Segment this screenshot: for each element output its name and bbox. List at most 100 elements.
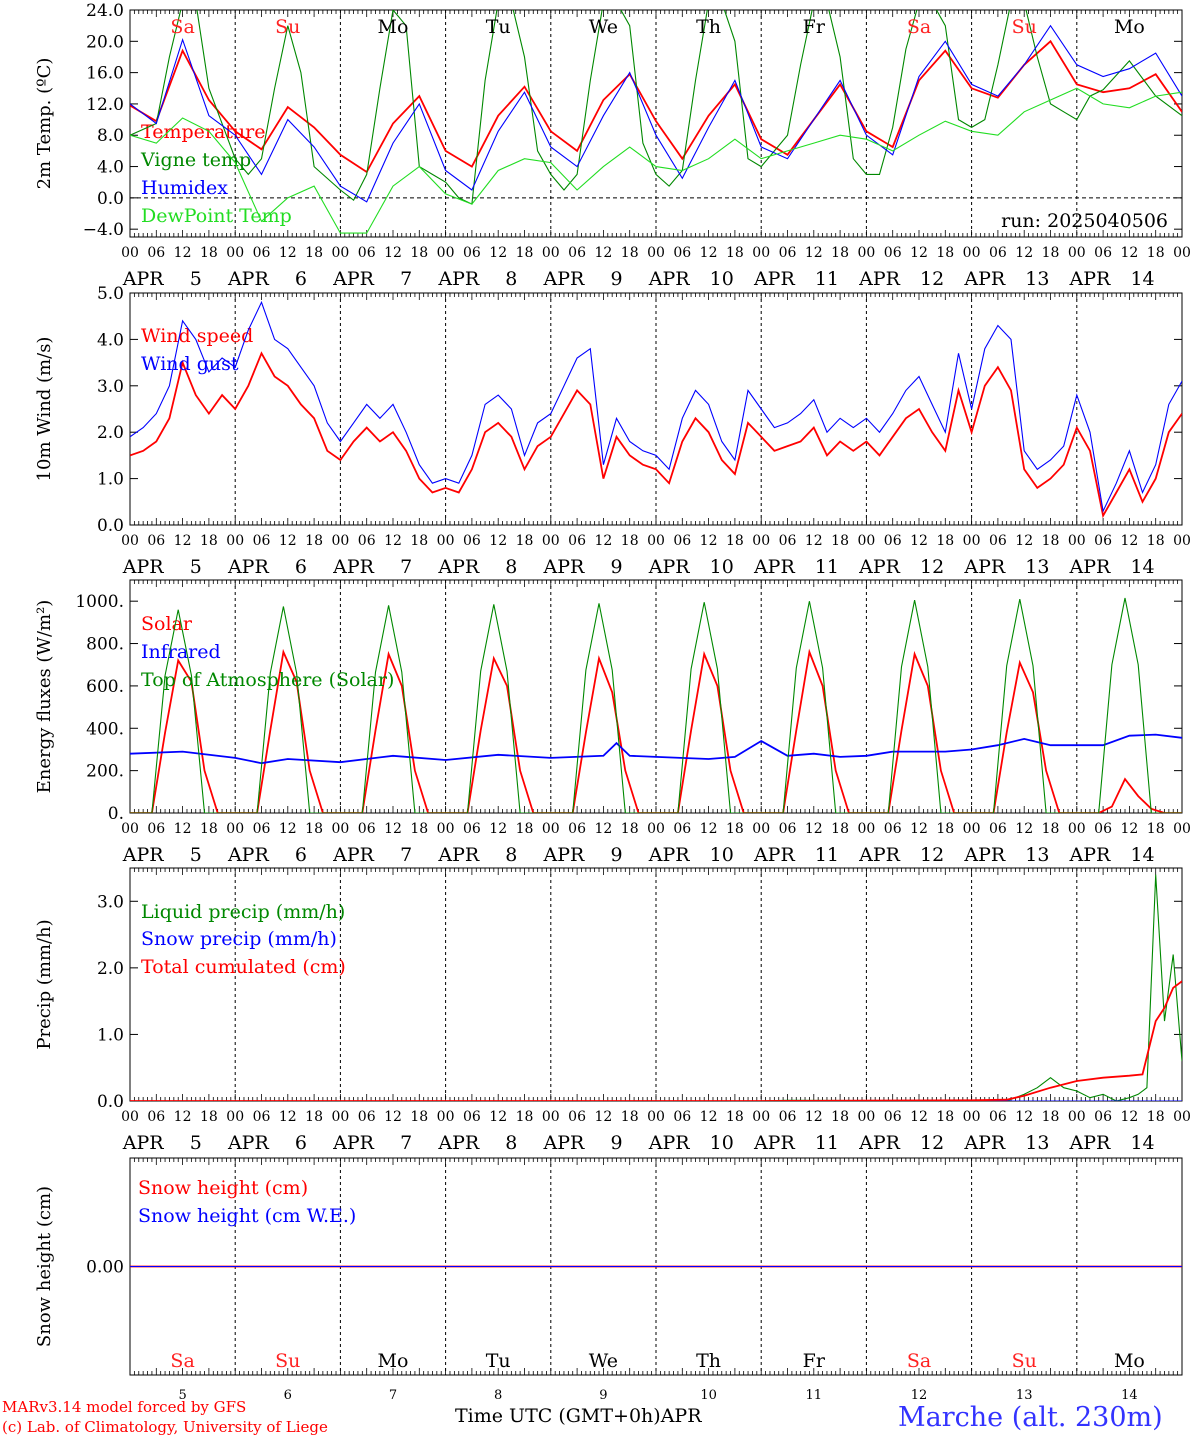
date-label: 13 bbox=[1025, 1132, 1049, 1154]
hour-label: 12 bbox=[174, 1109, 192, 1125]
hour-label: 06 bbox=[568, 821, 586, 837]
hour-label: 18 bbox=[726, 1109, 744, 1125]
month-label: APR bbox=[1069, 1132, 1112, 1154]
day-name-bottom: Mo bbox=[378, 1350, 409, 1372]
month-label: APR bbox=[437, 556, 480, 578]
day-name-bottom: Sa bbox=[907, 1350, 931, 1372]
hour-label: 18 bbox=[831, 245, 849, 261]
hour-label: 12 bbox=[1015, 245, 1033, 261]
month-label: APR bbox=[858, 268, 901, 290]
month-label: APR bbox=[332, 556, 375, 578]
legend-entry-1: Temperature bbox=[141, 121, 265, 143]
hour-label: 18 bbox=[621, 533, 639, 549]
date-number: 7 bbox=[389, 1388, 397, 1403]
date-number: 6 bbox=[284, 1388, 292, 1403]
y-tick-label: 800. bbox=[86, 635, 124, 655]
day-name-bottom: Sa bbox=[170, 1350, 194, 1372]
hour-label: 18 bbox=[621, 1109, 639, 1125]
hour-label: 18 bbox=[200, 1109, 218, 1125]
month-label: APR bbox=[227, 556, 270, 578]
month-label: APR bbox=[753, 844, 796, 866]
date-number: 10 bbox=[700, 1388, 717, 1403]
hour-label: 18 bbox=[831, 821, 849, 837]
date-label: 11 bbox=[815, 844, 839, 866]
date-number: 9 bbox=[599, 1388, 607, 1403]
hour-label: 12 bbox=[489, 245, 507, 261]
month-label: APR bbox=[963, 1132, 1006, 1154]
date-label: 5 bbox=[190, 268, 202, 290]
month-label: APR bbox=[1069, 844, 1112, 866]
date-label: 12 bbox=[920, 556, 944, 578]
month-label: APR bbox=[648, 844, 691, 866]
day-name-bottom: Mo bbox=[1114, 1350, 1145, 1372]
hour-label: 12 bbox=[594, 1109, 612, 1125]
hour-label: 18 bbox=[621, 821, 639, 837]
date-label: 6 bbox=[295, 844, 307, 866]
hour-label-end: 00 bbox=[1173, 533, 1191, 549]
hour-label: 06 bbox=[568, 1109, 586, 1125]
run-annotation: run: 2025040506 bbox=[1001, 210, 1168, 232]
y-tick-label: 0.0 bbox=[97, 1092, 124, 1112]
hour-label: 18 bbox=[936, 1109, 954, 1125]
date-label: 6 bbox=[295, 1132, 307, 1154]
hour-label: 06 bbox=[147, 245, 165, 261]
day-name-top: Sa bbox=[170, 16, 194, 38]
date-label: 9 bbox=[611, 556, 623, 578]
date-number: 12 bbox=[911, 1388, 928, 1403]
y-tick-label: 16.0 bbox=[86, 64, 124, 84]
hour-label: 18 bbox=[831, 533, 849, 549]
hour-label: 12 bbox=[700, 245, 718, 261]
hour-label: 00 bbox=[963, 245, 981, 261]
y-tick-label: 4.0 bbox=[97, 158, 124, 178]
date-label: 7 bbox=[400, 1132, 412, 1154]
date-label: 10 bbox=[710, 268, 734, 290]
hour-label: 06 bbox=[884, 821, 902, 837]
hour-label: 12 bbox=[910, 245, 928, 261]
day-name-bottom: Su bbox=[275, 1350, 300, 1372]
hour-label: 00 bbox=[437, 1109, 455, 1125]
hour-label: 18 bbox=[410, 1109, 428, 1125]
month-label: APR bbox=[122, 268, 165, 290]
hour-label: 18 bbox=[200, 245, 218, 261]
hour-label: 00 bbox=[752, 245, 770, 261]
day-name-bottom: Fr bbox=[803, 1350, 826, 1372]
hour-label: 00 bbox=[331, 821, 349, 837]
y-tick-label: 600. bbox=[86, 677, 124, 697]
y-tick-label: 2.0 bbox=[97, 423, 124, 443]
hour-label: 00 bbox=[647, 1109, 665, 1125]
hour-label-end: 00 bbox=[1173, 1109, 1191, 1125]
hour-label: 12 bbox=[910, 1109, 928, 1125]
hour-label: 12 bbox=[805, 1109, 823, 1125]
hour-label: 06 bbox=[1094, 1109, 1112, 1125]
y-tick-label: 1.0 bbox=[97, 1025, 124, 1045]
hour-label: 00 bbox=[963, 1109, 981, 1125]
hour-label: 00 bbox=[226, 1109, 244, 1125]
y-tick-label: 400. bbox=[86, 719, 124, 739]
hour-label: 00 bbox=[226, 821, 244, 837]
hour-label: 06 bbox=[673, 1109, 691, 1125]
hour-label: 00 bbox=[542, 245, 560, 261]
day-name-top: Su bbox=[275, 16, 300, 38]
month-label: APR bbox=[227, 268, 270, 290]
y-tick-label: 4.0 bbox=[97, 330, 124, 350]
hour-label: 06 bbox=[358, 533, 376, 549]
hour-label: 18 bbox=[936, 821, 954, 837]
date-label: 13 bbox=[1025, 556, 1049, 578]
hour-label: 06 bbox=[673, 821, 691, 837]
hour-label: 18 bbox=[621, 245, 639, 261]
hour-label: 12 bbox=[174, 533, 192, 549]
hour-label: 00 bbox=[542, 1109, 560, 1125]
hour-label: 06 bbox=[1094, 533, 1112, 549]
hour-label: 18 bbox=[726, 821, 744, 837]
day-name-bottom: Su bbox=[1012, 1350, 1037, 1372]
month-label: APR bbox=[543, 556, 586, 578]
legend-entry-1: Snow height (cm) bbox=[138, 1177, 308, 1199]
month-label: APR bbox=[437, 1132, 480, 1154]
date-number: 8 bbox=[494, 1388, 502, 1403]
day-name-bottom: Tu bbox=[486, 1350, 511, 1372]
month-label: APR bbox=[753, 1132, 796, 1154]
y-axis-label: Energy fluxes (W/m²) bbox=[34, 600, 55, 794]
day-name-top: Mo bbox=[378, 16, 409, 38]
month-label: APR bbox=[437, 844, 480, 866]
